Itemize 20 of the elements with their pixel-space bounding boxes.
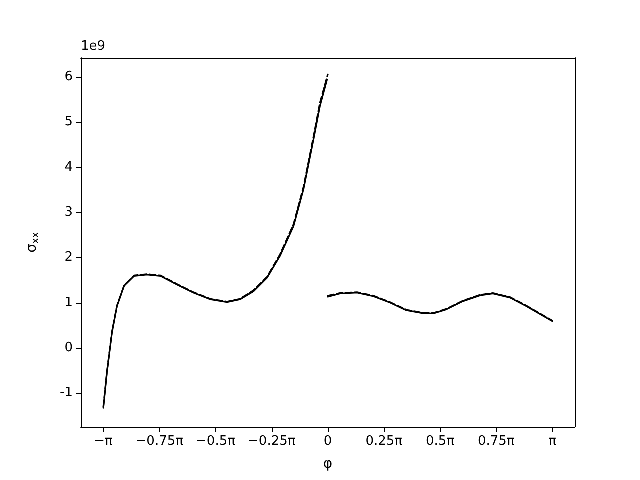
y-axis-title: σxx — [24, 232, 42, 253]
y-tick-label: 6 — [64, 69, 73, 84]
x-tick-label: 0.5π — [426, 434, 455, 449]
y-tick-label: 0 — [64, 340, 73, 356]
x-tick-label: π — [548, 434, 557, 449]
x-axis-title: φ — [323, 456, 333, 472]
x-tick-label: 0 — [324, 434, 332, 449]
y-tick-label: 3 — [64, 204, 73, 220]
y-tick-label: 1 — [64, 295, 73, 310]
x-tick-label: −0.25π — [248, 434, 296, 449]
x-tick-label: −0.5π — [196, 434, 236, 449]
x-tick-label: 0.75π — [478, 434, 515, 449]
x-tick-label: −0.75π — [136, 434, 184, 449]
text: 1e9 — [81, 39, 106, 54]
y-tick-label: 4 — [64, 160, 73, 175]
x-tick-label: −π — [94, 434, 113, 449]
x-tick-label: 0.25π — [366, 434, 403, 449]
y-tick-label: -1 — [60, 386, 73, 401]
y-tick-label: 5 — [64, 114, 73, 130]
y-tick-label: 2 — [64, 250, 73, 266]
